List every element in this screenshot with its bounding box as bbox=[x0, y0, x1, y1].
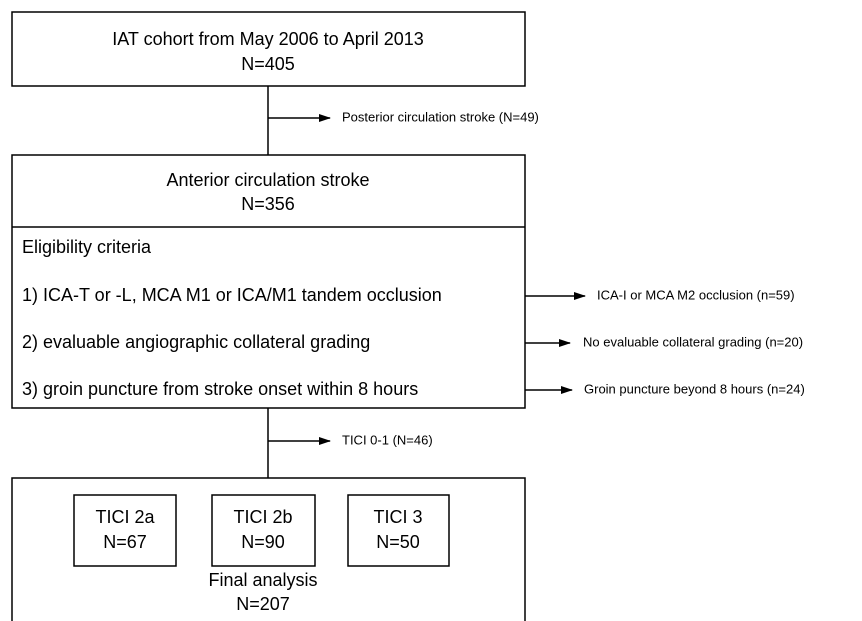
group-count: N=67 bbox=[103, 532, 147, 552]
group-count: N=90 bbox=[241, 532, 285, 552]
criterion: 2) evaluable angiographic collateral gra… bbox=[22, 332, 370, 352]
eligibility-heading: Eligibility criteria bbox=[22, 237, 152, 257]
group-label: TICI 2a bbox=[95, 507, 155, 527]
criterion: 3) groin puncture from stroke onset with… bbox=[22, 379, 418, 399]
exclusion-label: Posterior circulation stroke (N=49) bbox=[342, 109, 539, 124]
exclusion-label: No evaluable collateral grading (n=20) bbox=[583, 334, 803, 349]
group-box bbox=[73, 494, 177, 567]
exclusion-label: TICI 0-1 (N=46) bbox=[342, 432, 433, 447]
group-label: TICI 2b bbox=[233, 507, 292, 527]
group-box bbox=[211, 494, 316, 567]
final-count: N=207 bbox=[236, 594, 290, 614]
criterion: 1) ICA-T or -L, MCA M1 or ICA/M1 tandem … bbox=[22, 285, 442, 305]
anterior-title: Anterior circulation stroke bbox=[166, 170, 369, 190]
group-label: TICI 3 bbox=[373, 507, 422, 527]
cohort-count: N=405 bbox=[241, 54, 295, 74]
cohort-box bbox=[11, 11, 526, 87]
exclusion-label: ICA-I or MCA M2 occlusion (n=59) bbox=[597, 287, 795, 302]
final-title: Final analysis bbox=[208, 570, 317, 590]
final-box bbox=[11, 477, 526, 621]
anterior-count: N=356 bbox=[241, 194, 295, 214]
group-box bbox=[347, 494, 450, 567]
exclusion-label: Groin puncture beyond 8 hours (n=24) bbox=[584, 381, 805, 396]
group-count: N=50 bbox=[376, 532, 420, 552]
cohort-title: IAT cohort from May 2006 to April 2013 bbox=[112, 29, 424, 49]
